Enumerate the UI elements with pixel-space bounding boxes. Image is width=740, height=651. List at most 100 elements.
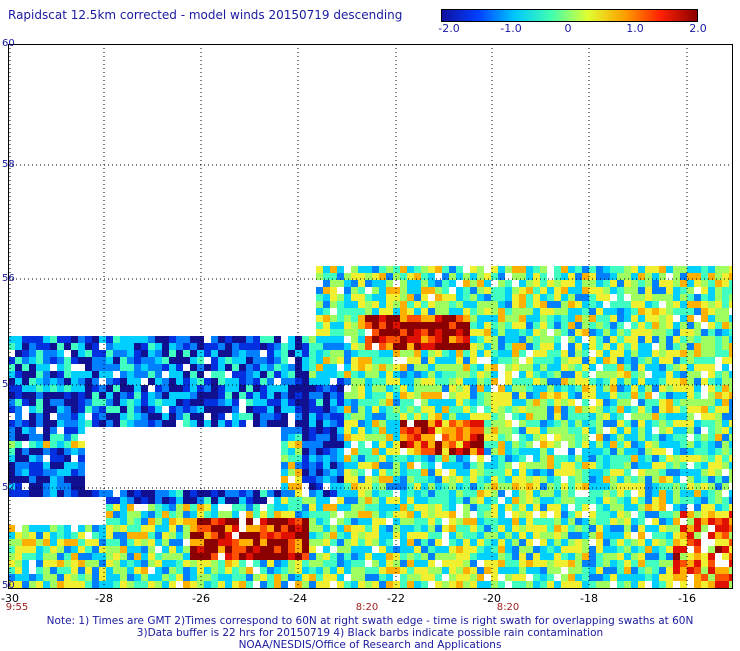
wind-cell <box>127 413 134 420</box>
wind-cell <box>218 343 225 350</box>
wind-cell <box>442 441 449 448</box>
wind-cell <box>414 455 421 462</box>
wind-cell <box>701 476 708 483</box>
wind-cell <box>708 399 715 406</box>
wind-cell <box>722 455 729 462</box>
wind-cell <box>652 420 659 427</box>
wind-cell <box>428 406 435 413</box>
wind-cell <box>141 343 148 350</box>
wind-cell <box>575 518 582 525</box>
wind-cell <box>351 420 358 427</box>
wind-cell <box>505 476 512 483</box>
wind-cell <box>190 399 197 406</box>
wind-cell <box>106 581 113 588</box>
wind-cell <box>680 287 687 294</box>
wind-cell <box>232 511 239 518</box>
wind-cell <box>148 343 155 350</box>
wind-cell <box>344 329 351 336</box>
wind-cell <box>211 385 218 392</box>
wind-cell <box>57 525 64 532</box>
wind-cell <box>71 406 78 413</box>
wind-cell <box>393 315 400 322</box>
wind-cell <box>414 287 421 294</box>
wind-cell <box>722 357 729 364</box>
wind-cell <box>484 406 491 413</box>
wind-cell <box>50 532 57 539</box>
wind-cell <box>540 364 547 371</box>
wind-cell <box>190 581 197 588</box>
wind-cell <box>155 406 162 413</box>
wind-cell <box>638 294 645 301</box>
wind-cell <box>246 581 253 588</box>
wind-cell <box>666 560 673 567</box>
wind-cell <box>687 266 694 273</box>
wind-cell <box>274 539 281 546</box>
wind-cell <box>659 497 666 504</box>
wind-cell <box>225 518 232 525</box>
wind-cell <box>603 420 610 427</box>
wind-cell <box>407 455 414 462</box>
wind-cell <box>309 518 316 525</box>
wind-cell <box>687 553 694 560</box>
wind-cell <box>687 406 694 413</box>
wind-cell <box>421 350 428 357</box>
wind-cell <box>652 266 659 273</box>
wind-cell <box>645 553 652 560</box>
wind-cell <box>722 420 729 427</box>
wind-cell <box>561 560 568 567</box>
wind-cell <box>540 490 547 497</box>
wind-cell <box>722 448 729 455</box>
wind-cell <box>323 266 330 273</box>
wind-cell <box>386 427 393 434</box>
wind-cell <box>288 406 295 413</box>
wind-cell <box>638 546 645 553</box>
wind-cell <box>407 518 414 525</box>
wind-cell <box>36 560 43 567</box>
wind-cell <box>393 518 400 525</box>
wind-cell <box>190 511 197 518</box>
wind-cell <box>155 539 162 546</box>
wind-cell <box>43 350 50 357</box>
wind-cell <box>575 434 582 441</box>
wind-cell <box>596 441 603 448</box>
wind-cell <box>337 336 344 343</box>
wind-cell <box>232 574 239 581</box>
wind-cell <box>148 350 155 357</box>
wind-cell <box>477 504 484 511</box>
wind-cell <box>92 574 99 581</box>
wind-cell <box>603 462 610 469</box>
wind-cell <box>344 560 351 567</box>
wind-cell <box>575 266 582 273</box>
wind-cell <box>435 427 442 434</box>
wind-cell <box>78 567 85 574</box>
wind-cell <box>379 287 386 294</box>
wind-cell <box>358 525 365 532</box>
wind-cell <box>120 413 127 420</box>
wind-cell <box>624 280 631 287</box>
wind-cell <box>470 553 477 560</box>
wind-cell <box>512 378 519 385</box>
wind-cell <box>694 322 701 329</box>
wind-cell <box>323 350 330 357</box>
wind-cell <box>722 399 729 406</box>
wind-cell <box>575 469 582 476</box>
wind-cell <box>610 329 617 336</box>
wind-cell <box>351 546 358 553</box>
wind-cell <box>316 315 323 322</box>
wind-cell <box>575 581 582 588</box>
wind-cell <box>435 322 442 329</box>
wind-cell <box>603 448 610 455</box>
wind-cell <box>281 574 288 581</box>
wind-cell <box>701 469 708 476</box>
wind-cell <box>603 294 610 301</box>
wind-cell <box>673 273 680 280</box>
wind-cell <box>456 294 463 301</box>
wind-cell <box>701 511 708 518</box>
wind-cell <box>316 511 323 518</box>
wind-cell <box>218 357 225 364</box>
wind-cell <box>463 476 470 483</box>
wind-cell <box>176 546 183 553</box>
wind-cell <box>316 560 323 567</box>
wind-cell <box>575 273 582 280</box>
wind-cell <box>225 497 232 504</box>
